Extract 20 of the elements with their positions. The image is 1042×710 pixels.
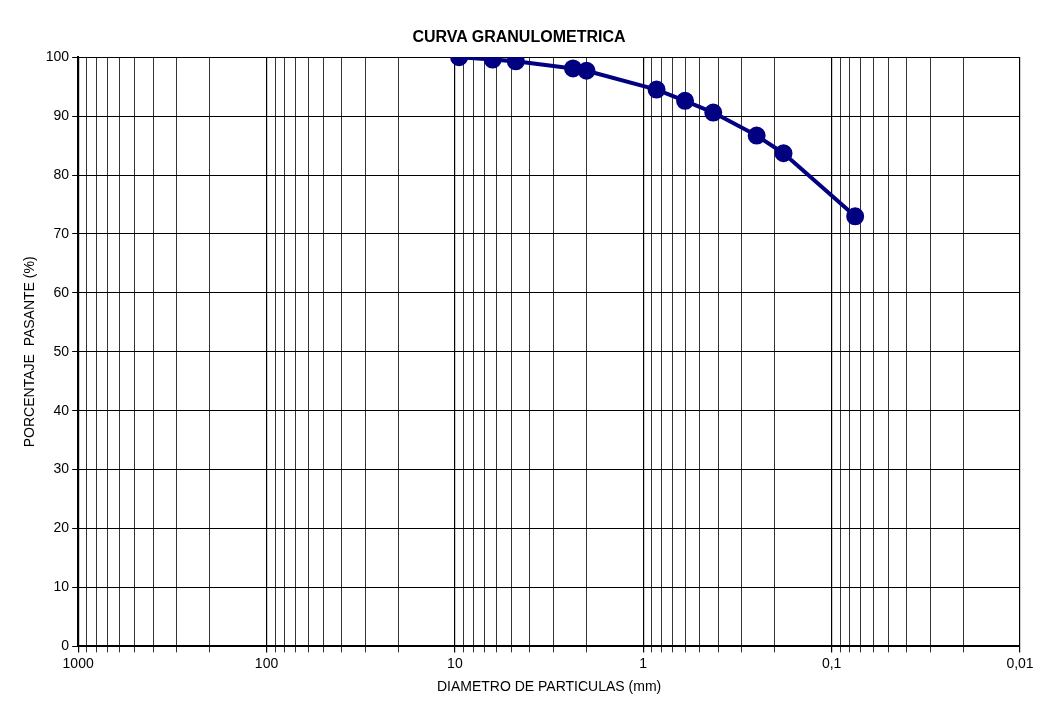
y-tick-label: 80	[53, 165, 70, 182]
y-tick-label: 10	[53, 578, 70, 595]
y-tick-label: 70	[53, 224, 70, 241]
x-tick-label: 10	[447, 654, 463, 671]
y-tick-label: 30	[53, 460, 70, 477]
x-tick-label: 100	[254, 654, 279, 671]
x-tick-label: 0,1	[821, 654, 842, 671]
y-tick-label: 100	[45, 48, 70, 65]
y-tick-label: 20	[53, 519, 70, 536]
x-tick-label: 1	[639, 654, 648, 671]
y-tick-label: 50	[53, 342, 70, 359]
chart-title: CURVA GRANULOMETRICA	[412, 28, 626, 46]
y-tick-label: 60	[53, 283, 70, 300]
x-axis-title: DIAMETRO DE PARTICULAS (mm)	[436, 678, 662, 695]
y-tick-label: 0	[61, 637, 70, 654]
y-tick-label: 90	[53, 106, 70, 123]
y-axis-title: PORCENTAJE PASANTE (%)	[21, 256, 38, 448]
x-tick-label: 1000	[62, 654, 94, 671]
x-tick-label: 0,01	[1006, 654, 1034, 671]
y-tick-label: 40	[53, 401, 70, 418]
